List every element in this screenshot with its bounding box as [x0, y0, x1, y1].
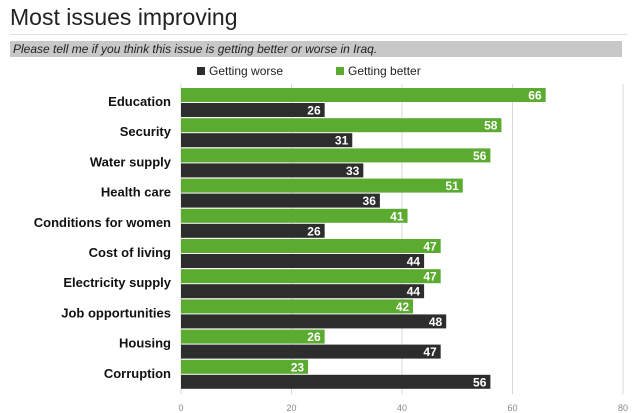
bar-better [181, 299, 414, 314]
bar-better [181, 329, 325, 344]
data-label-worse: 26 [307, 224, 321, 238]
x-tick-label: 0 [178, 403, 183, 413]
x-tick-label: 40 [397, 403, 407, 413]
data-label-better: 58 [484, 119, 498, 133]
data-label-better: 56 [473, 149, 487, 163]
data-label-worse: 26 [307, 104, 321, 118]
data-label-worse: 56 [473, 375, 487, 389]
category-label: Electricity supply [63, 275, 171, 290]
category-label: Conditions for women [34, 215, 171, 230]
category-label: Education [108, 94, 171, 109]
bar-worse [181, 284, 425, 299]
chart-title: Most issues improving [10, 4, 238, 30]
legend-label-worse: Getting worse [209, 64, 284, 78]
data-label-worse: 36 [363, 194, 377, 208]
bar-better [181, 178, 463, 193]
bar-worse [181, 374, 491, 389]
data-label-better: 66 [528, 89, 542, 103]
bar-better [181, 88, 546, 102]
legend-label-better: Getting better [348, 64, 421, 78]
bar-worse [181, 163, 364, 178]
bar-worse [181, 133, 353, 148]
legend-item-better: Getting better [336, 64, 421, 78]
data-label-better: 47 [423, 240, 437, 254]
bar-worse [181, 254, 425, 268]
data-label-better: 41 [390, 209, 404, 223]
legend-swatch-better [336, 67, 344, 75]
bar-worse [181, 223, 325, 238]
category-label: Water supply [90, 154, 172, 169]
data-label-better: 42 [396, 300, 410, 314]
category-label: Health care [101, 185, 171, 200]
data-label-worse: 48 [429, 315, 443, 329]
data-label-worse: 44 [407, 255, 421, 269]
bar-better [181, 208, 408, 223]
data-label-better: 26 [307, 330, 321, 344]
chart-subtitle: Please tell me if you think this issue i… [10, 41, 622, 57]
title-divider [10, 34, 627, 35]
x-tick-label: 60 [507, 403, 517, 413]
data-label-worse: 31 [335, 134, 349, 148]
x-tick-label: 20 [286, 403, 296, 413]
category-label: Corruption [104, 366, 171, 381]
category-label: Cost of living [89, 245, 171, 260]
legend-item-worse: Getting worse [197, 64, 283, 78]
bar-better [181, 148, 491, 163]
bar-worse [181, 344, 441, 359]
bar-better [181, 239, 441, 253]
bar-better [181, 269, 441, 284]
category-label: Job opportunities [61, 305, 171, 320]
bar-worse [181, 314, 447, 329]
x-tick-label: 80 [618, 403, 628, 413]
data-label-worse: 44 [407, 285, 421, 299]
data-label-worse: 47 [423, 345, 437, 359]
bar-worse [181, 193, 380, 208]
category-label: Security [120, 124, 172, 139]
legend-swatch-worse [197, 67, 205, 75]
bar-worse [181, 103, 325, 117]
data-label-worse: 33 [346, 164, 360, 178]
bar-better [181, 118, 502, 133]
category-label: Housing [119, 336, 171, 351]
data-label-better: 23 [291, 360, 305, 374]
data-label-better: 47 [423, 270, 437, 284]
data-label-better: 51 [445, 179, 459, 193]
bar-better [181, 359, 309, 374]
